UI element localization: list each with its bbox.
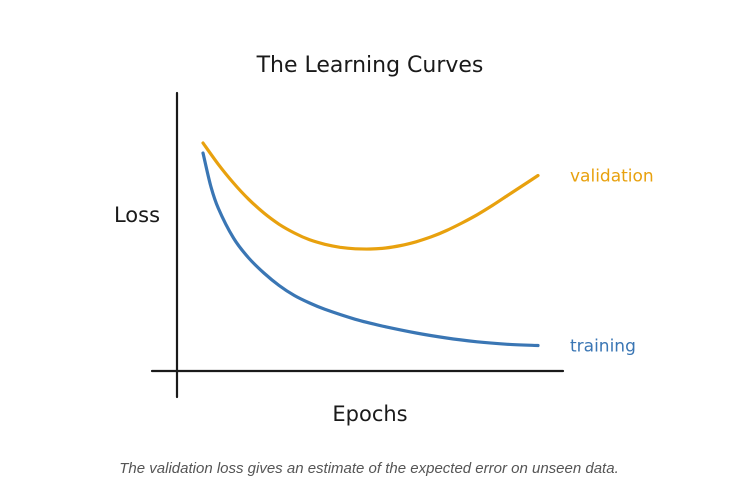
training-series-line [201,151,540,348]
y-axis-label: Loss [114,203,160,227]
validation-series-label: validation [570,167,654,187]
x-axis-label: Epochs [332,402,407,426]
learning-curves-chart: The Learning Curves Loss Epochs validati… [114,53,654,426]
series-layer: validation training [201,141,654,357]
validation-series-line [201,141,540,251]
training-series-label: training [570,337,636,357]
figure-caption: The validation loss gives an estimate of… [119,460,619,477]
chart-title: The Learning Curves [256,53,484,78]
